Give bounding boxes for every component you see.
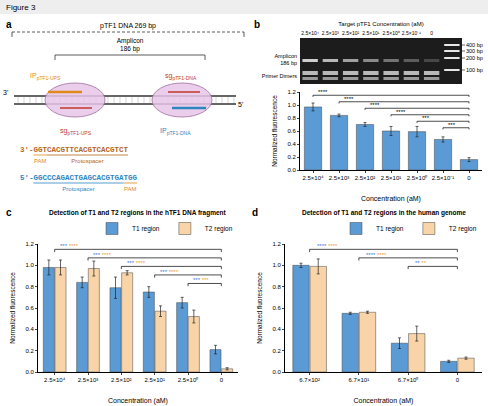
svg-text:**** ****: **** **** <box>317 243 338 249</box>
svg-text:6.7×10²: 6.7×10² <box>299 377 320 383</box>
svg-text:Target pTF1 Concentration (aM): Target pTF1 Concentration (aM) <box>338 21 423 27</box>
svg-text:*** ****: *** **** <box>127 260 146 266</box>
svg-text:400 bp: 400 bp <box>466 42 483 48</box>
svg-text:2.5×10¹: 2.5×10¹ <box>381 175 402 181</box>
svg-text:2.5×10³: 2.5×10³ <box>322 30 339 36</box>
svg-text:2.5×10⁻¹: 2.5×10⁻¹ <box>402 30 421 36</box>
svg-text:0.6: 0.6 <box>25 305 34 311</box>
svg-text:T1 region: T1 region <box>132 225 160 233</box>
svg-text:2.5×10⁴: 2.5×10⁴ <box>302 175 324 181</box>
svg-text:*** ***: *** *** <box>193 277 209 283</box>
svg-text:** **: ** ** <box>415 260 427 266</box>
svg-text:a: a <box>6 19 12 30</box>
svg-text:Primer Dimers: Primer Dimers <box>262 73 297 79</box>
svg-text:Protospacer: Protospacer <box>71 158 103 164</box>
svg-text:0.2: 0.2 <box>25 348 34 354</box>
svg-text:T2 region: T2 region <box>449 225 477 233</box>
svg-text:Concentration (aM): Concentration (aM) <box>108 397 168 405</box>
svg-text:Amplicon: Amplicon <box>274 53 297 59</box>
svg-text:Concentration (aM): Concentration (aM) <box>354 397 414 405</box>
svg-text:1.2: 1.2 <box>272 241 281 247</box>
svg-text:T2 region: T2 region <box>205 225 233 233</box>
svg-text:b: b <box>254 19 260 30</box>
svg-text:100 bp: 100 bp <box>466 67 483 73</box>
svg-text:0.2: 0.2 <box>272 348 281 354</box>
svg-text:Detection of T1 and T2 regions: Detection of T1 and T2 regions in the hu… <box>302 209 466 217</box>
svg-text:1.0: 1.0 <box>25 262 34 268</box>
svg-text:IPpTF1-DNA: IPpTF1-DNA <box>160 127 191 136</box>
svg-text:****: **** <box>318 89 328 95</box>
svg-text:****: **** <box>396 109 406 115</box>
svg-text:Amplicon: Amplicon <box>117 37 144 45</box>
svg-text:0.2: 0.2 <box>287 154 296 160</box>
svg-text:0.8: 0.8 <box>272 284 281 290</box>
svg-text:0.4: 0.4 <box>25 326 34 332</box>
svg-text:0.4: 0.4 <box>287 141 296 147</box>
svg-text:300 bp: 300 bp <box>466 48 483 54</box>
svg-text:***: *** <box>422 115 430 121</box>
svg-text:0.0: 0.0 <box>25 369 34 375</box>
svg-text:2.5×10²: 2.5×10² <box>111 377 132 383</box>
svg-text:0.8: 0.8 <box>25 284 34 290</box>
svg-text:6.7×10¹: 6.7×10¹ <box>349 377 370 383</box>
svg-text:PAM: PAM <box>124 186 137 192</box>
svg-text:*** ****: *** **** <box>60 243 79 249</box>
svg-text:****: **** <box>344 96 354 102</box>
svg-text:1.0: 1.0 <box>272 262 281 268</box>
svg-text:0.0: 0.0 <box>287 167 296 173</box>
svg-text:1.0: 1.0 <box>287 102 296 108</box>
svg-text:2.5×10⁴: 2.5×10⁴ <box>44 377 66 383</box>
svg-text:0: 0 <box>467 175 471 181</box>
svg-text:sgpTF1-UPS: sgpTF1-UPS <box>60 127 92 136</box>
svg-text:2.5×10²: 2.5×10² <box>355 175 376 181</box>
svg-text:sgpTF1-DNA: sgpTF1-DNA <box>165 72 197 81</box>
svg-text:Normalized fluorescence: Normalized fluorescence <box>9 272 16 344</box>
svg-text:0.4: 0.4 <box>272 326 281 332</box>
svg-text:5'-GGCCCAGACTGAGCACGTGATGG: 5'-GGCCCAGACTGAGCACGTGATGG <box>20 174 138 182</box>
svg-text:d: d <box>252 207 258 218</box>
svg-text:Concentration (aM): Concentration (aM) <box>361 195 421 203</box>
svg-text:3': 3' <box>3 89 8 96</box>
svg-text:0.6: 0.6 <box>287 128 296 134</box>
svg-text:***: *** <box>448 122 456 128</box>
svg-text:186 bp: 186 bp <box>120 45 140 53</box>
svg-text:2.5×10⁻¹: 2.5×10⁻¹ <box>432 175 455 181</box>
svg-text:pTF1 DNA 269 bp: pTF1 DNA 269 bp <box>100 22 156 30</box>
svg-text:****: **** <box>370 102 380 108</box>
svg-text:3'-GGTCACGTTCACGTCACGTCT: 3'-GGTCACGTTCACGTCACGTCT <box>20 146 129 154</box>
svg-text:*** ****: *** **** <box>160 269 179 275</box>
svg-text:2.5×10²: 2.5×10² <box>342 30 359 36</box>
svg-text:IPpTF1-UPS: IPpTF1-UPS <box>30 72 61 81</box>
svg-text:2.5×10⁴: 2.5×10⁴ <box>301 30 319 36</box>
svg-text:2.5×10⁰: 2.5×10⁰ <box>382 30 399 36</box>
svg-text:186 bp: 186 bp <box>280 60 297 66</box>
svg-text:5': 5' <box>238 101 243 108</box>
svg-text:Normalized fluorescence: Normalized fluorescence <box>256 272 263 344</box>
svg-text:2.5×10¹: 2.5×10¹ <box>362 30 379 36</box>
svg-text:Protospacer: Protospacer <box>62 186 94 192</box>
svg-text:0: 0 <box>220 377 224 383</box>
svg-text:0.0: 0.0 <box>272 369 281 375</box>
svg-text:PAM: PAM <box>34 158 47 164</box>
svg-text:2.5×10³: 2.5×10³ <box>78 377 99 383</box>
svg-text:2.5×10⁰: 2.5×10⁰ <box>407 174 428 181</box>
svg-text:2.5×10¹: 2.5×10¹ <box>144 377 165 383</box>
svg-text:*** ****: *** **** <box>93 252 112 258</box>
svg-text:c: c <box>6 207 12 218</box>
svg-text:200 bp: 200 bp <box>466 55 483 61</box>
svg-text:2.5×10⁰: 2.5×10⁰ <box>178 376 199 383</box>
svg-text:**** ****: **** **** <box>366 252 387 258</box>
svg-text:Detection of T1 and T2 regions: Detection of T1 and T2 regions in the hT… <box>49 209 227 217</box>
svg-text:T1 region: T1 region <box>376 225 404 233</box>
svg-text:Figure 3: Figure 3 <box>6 3 36 12</box>
svg-text:6.7×10⁰: 6.7×10⁰ <box>398 376 419 383</box>
svg-text:1.2: 1.2 <box>287 89 296 95</box>
svg-text:0.8: 0.8 <box>287 115 296 121</box>
svg-text:Normalized fluorescence: Normalized fluorescence <box>271 95 278 167</box>
svg-text:1.2: 1.2 <box>25 241 34 247</box>
svg-text:0: 0 <box>456 377 460 383</box>
svg-text:2.5×10³: 2.5×10³ <box>329 175 350 181</box>
svg-text:0: 0 <box>430 30 433 36</box>
svg-text:0.6: 0.6 <box>272 305 281 311</box>
